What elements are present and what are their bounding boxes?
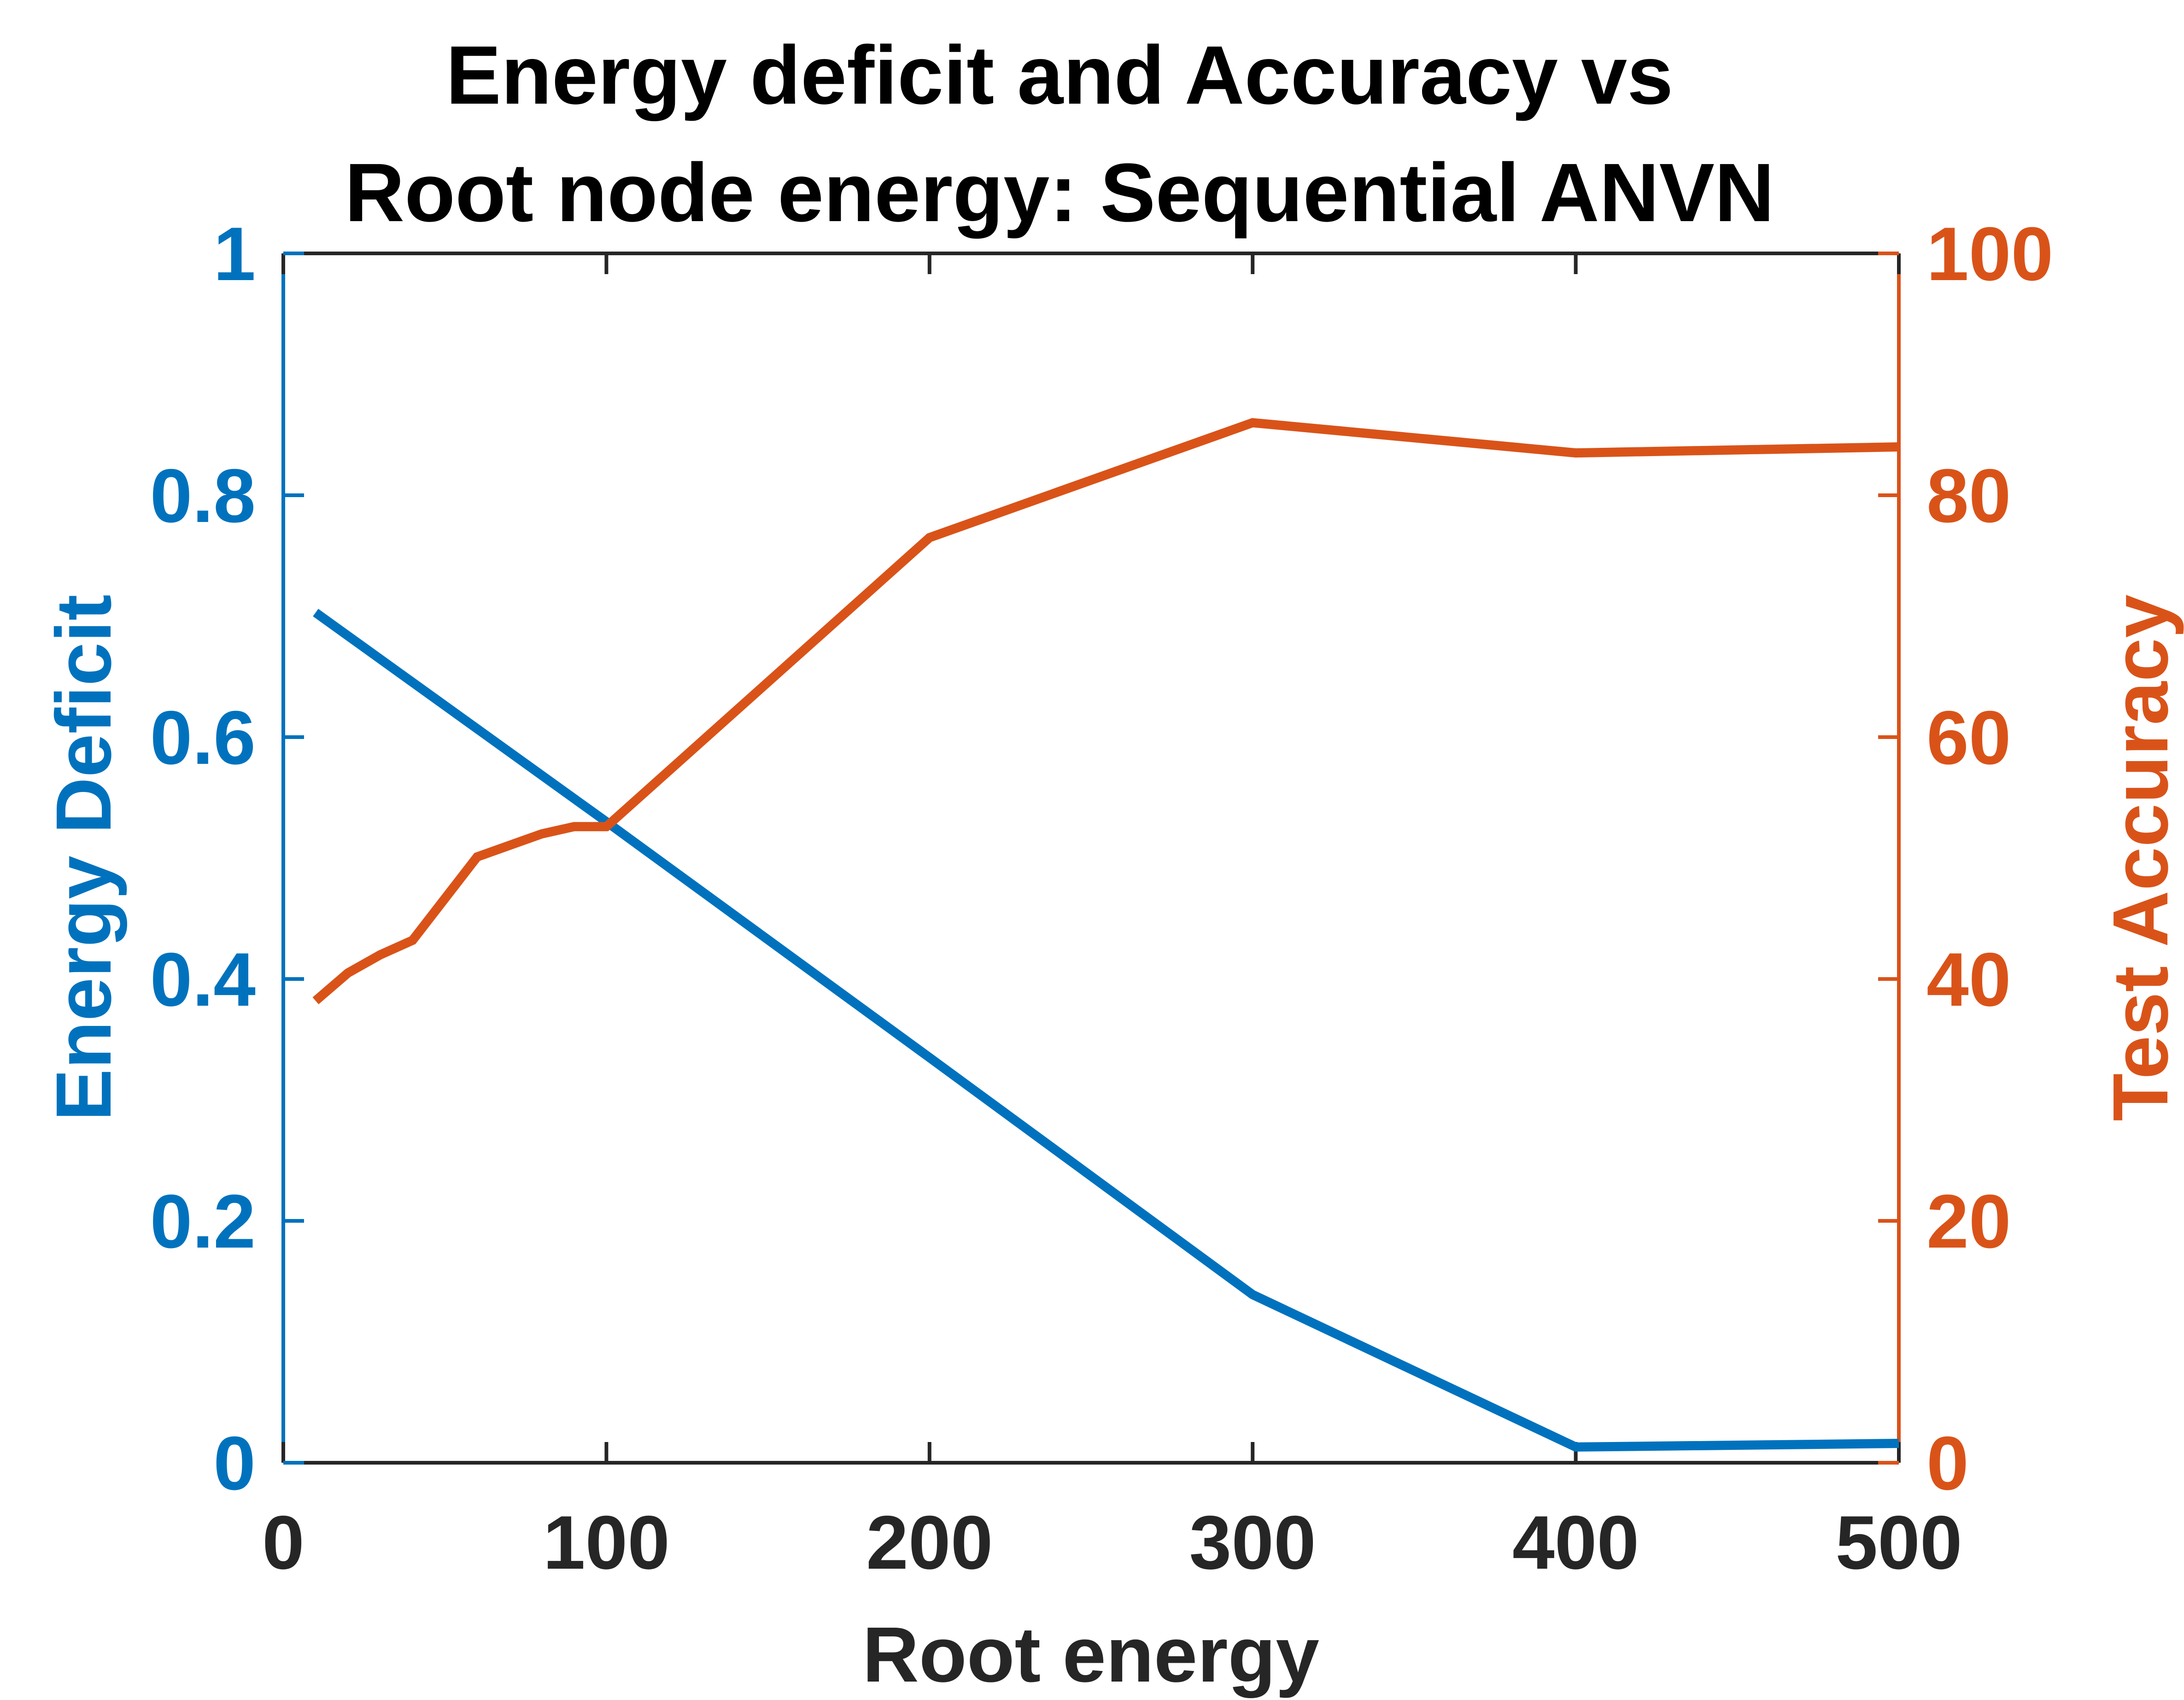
- y-right-tick-label: 60: [1926, 695, 2011, 780]
- y-right-tick-label: 80: [1926, 453, 2011, 538]
- y-right-axis-label: Test Accuracy: [2097, 594, 2184, 1121]
- x-tick-label: 0: [262, 1500, 304, 1585]
- energy-deficit-series-line: [313, 609, 1899, 1452]
- y-right-tick-label: 20: [1926, 1179, 2011, 1264]
- y-left-tick-label: 0.2: [150, 1179, 256, 1264]
- y-left-tick-label: 0.8: [150, 453, 256, 538]
- y-left-axis-label: Energy Deficit: [40, 594, 128, 1121]
- x-tick-label: 100: [543, 1500, 670, 1585]
- x-tick-label: 500: [1835, 1500, 1962, 1585]
- x-tick-label: 200: [866, 1500, 993, 1585]
- y-left-tick-label: 0.4: [150, 937, 256, 1022]
- y-right-tick-label: 0: [1926, 1421, 1969, 1506]
- y-left-tick-label: 0: [213, 1421, 256, 1506]
- x-tick-label: 400: [1512, 1500, 1639, 1585]
- y-right-tick-label: 40: [1926, 937, 2011, 1022]
- x-tick-label: 300: [1189, 1500, 1316, 1585]
- y-left-tick-label: 1: [213, 211, 256, 296]
- y-right-tick-label: 100: [1926, 211, 2053, 296]
- y-left-tick-label: 0.6: [150, 695, 256, 780]
- chart-title-line-1: Energy deficit and Accuracy vs: [446, 29, 1673, 122]
- x-axis-label: Root energy: [862, 1611, 1319, 1699]
- test-accuracy-series-line: [312, 418, 1899, 1004]
- chart-title-line-2: Root node energy: Sequential ANVN: [345, 147, 1774, 239]
